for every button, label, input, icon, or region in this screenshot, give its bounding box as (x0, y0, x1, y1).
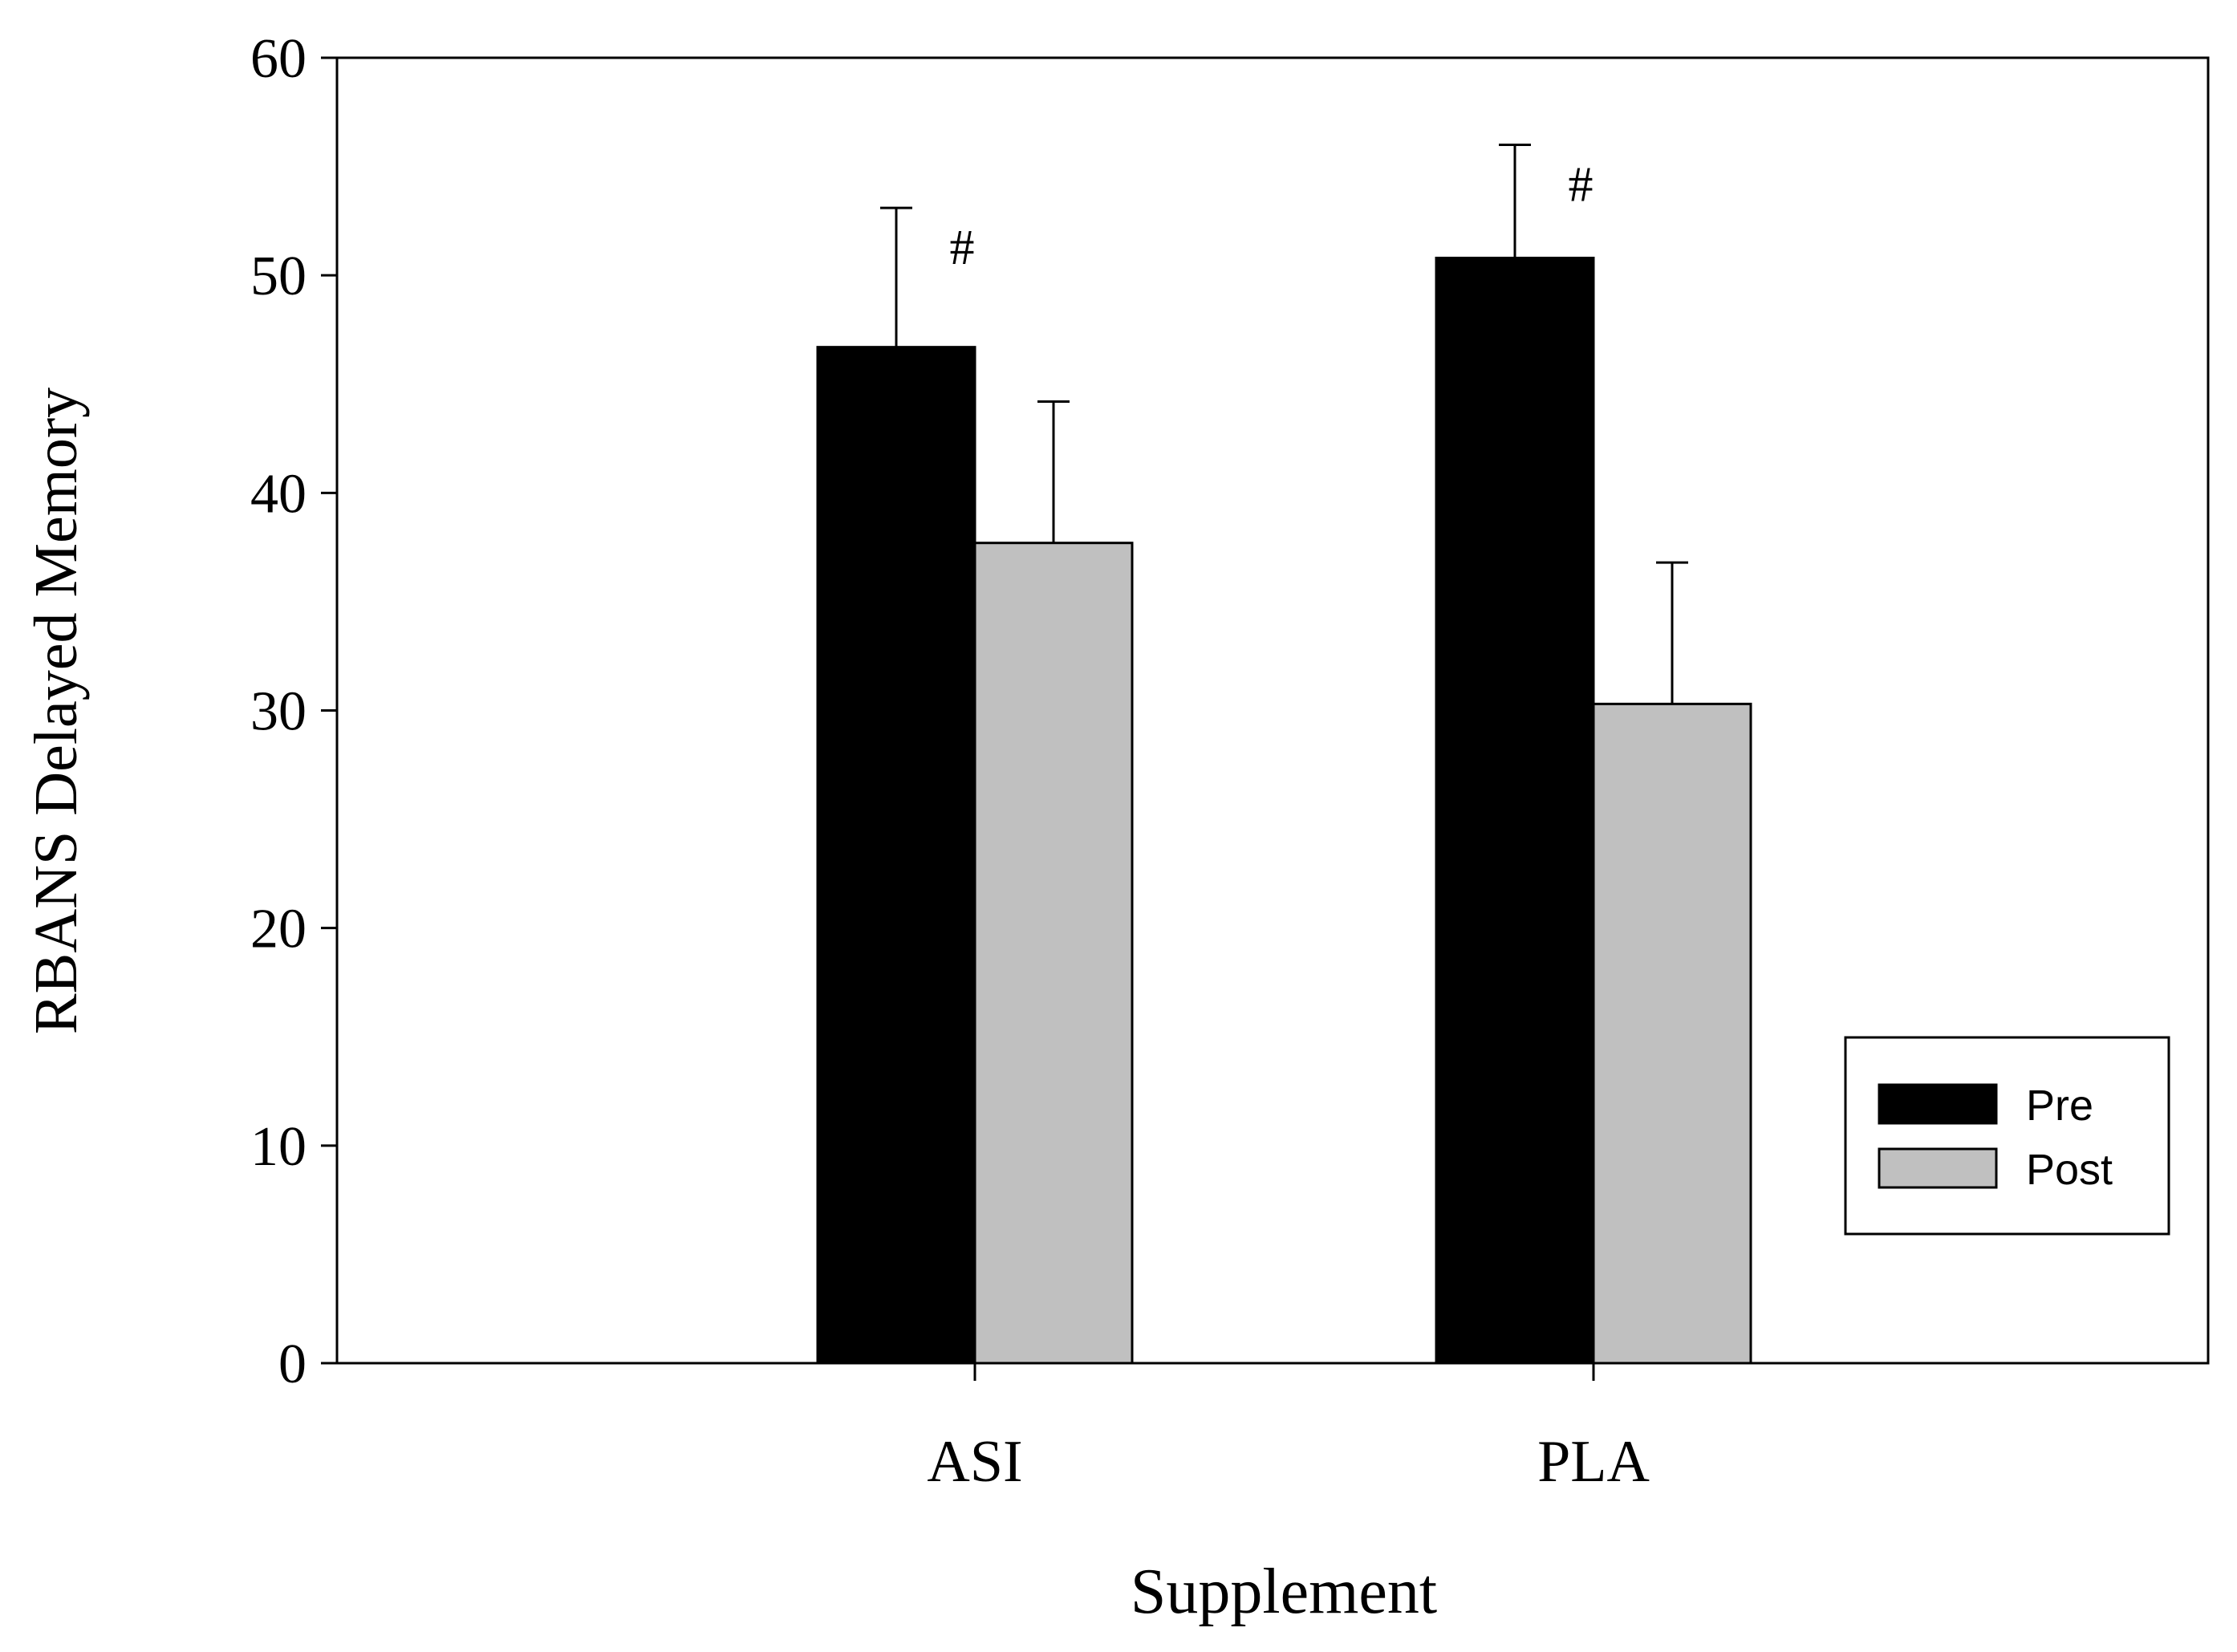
error-bars (880, 143, 1688, 704)
annotation-pla: # (1569, 157, 1594, 212)
y-tick-label-60: 60 (250, 28, 307, 90)
y-axis-label: RBANS Delayed Memory (22, 388, 90, 1034)
y-tick-label-40: 40 (250, 463, 307, 525)
y-tick-label-0: 0 (278, 1333, 307, 1395)
x-tick-label-asi: ASI (927, 1429, 1022, 1495)
bar-pla-post (1592, 702, 1752, 1365)
annotation-asi: # (950, 221, 975, 275)
legend-label-post: Post (2026, 1146, 2113, 1194)
y-tick-label-20: 20 (250, 899, 307, 960)
bar-pla-pre (1435, 256, 1595, 1365)
bar-asi-pre (816, 346, 976, 1365)
y-tick-label-10: 10 (250, 1116, 307, 1178)
legend-label-pre: Pre (2026, 1082, 2093, 1130)
legend-box (1844, 1036, 2170, 1236)
y-tick-label-30: 30 (250, 681, 307, 743)
x-axis-label: Supplement (1131, 1557, 1437, 1627)
legend-swatch-post (1878, 1147, 1998, 1189)
bar-series (816, 256, 1752, 1365)
legend-swatch-pre (1878, 1083, 1998, 1125)
y-tick-label-50: 50 (250, 246, 307, 307)
legend: Pre Post (1844, 1036, 2170, 1236)
x-tick-label-pla: PLA (1537, 1429, 1650, 1495)
x-axis: ASI PLA (927, 1363, 1650, 1495)
bar-asi-post (973, 542, 1134, 1365)
significance-annotations: ## (950, 157, 1594, 275)
y-axis: 0 10 20 30 40 50 60 (250, 28, 337, 1395)
